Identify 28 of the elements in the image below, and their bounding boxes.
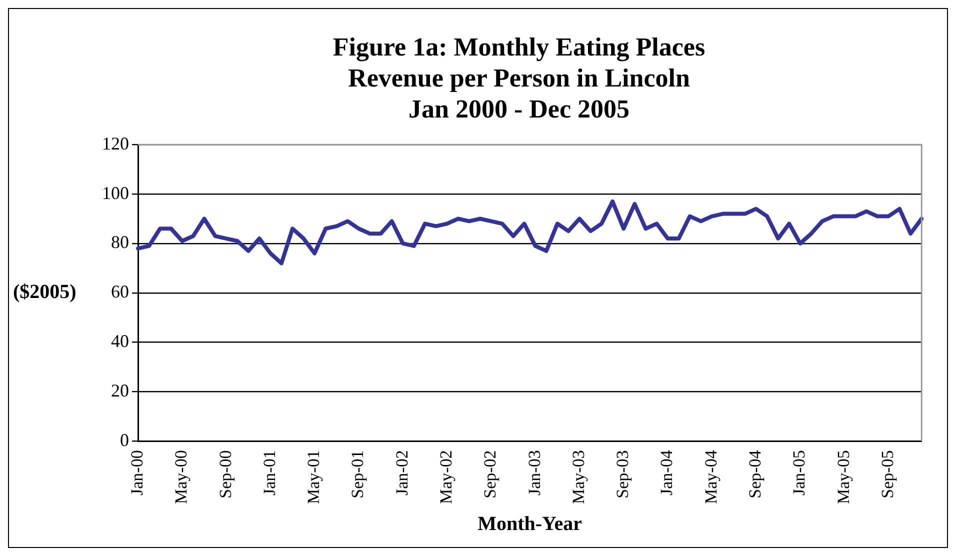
x-tick-label: Sep-01 bbox=[348, 450, 368, 498]
x-tick-label: Sep-05 bbox=[878, 450, 897, 498]
y-tick-label: 120 bbox=[102, 133, 129, 154]
y-tick-label: 80 bbox=[111, 232, 129, 252]
x-tick-label: Jan-02 bbox=[392, 450, 412, 496]
x-tick-label: May-03 bbox=[568, 450, 588, 504]
y-tick-label: 20 bbox=[111, 380, 129, 400]
y-tick-label: 40 bbox=[111, 331, 129, 352]
y-tick-label: 100 bbox=[102, 182, 129, 203]
x-tick-label: May-05 bbox=[834, 450, 853, 504]
x-axis-title: Month-Year bbox=[478, 513, 582, 536]
x-tick-label: Jan-00 bbox=[127, 450, 146, 496]
x-tick-label: Jan-01 bbox=[260, 450, 279, 496]
x-tick-label: Sep-00 bbox=[216, 450, 235, 498]
x-tick-label: Sep-03 bbox=[613, 450, 632, 498]
x-tick-label: Jan-03 bbox=[524, 450, 544, 496]
y-axis-title: ($2005) bbox=[13, 281, 76, 304]
x-tick-label: Sep-02 bbox=[480, 450, 500, 498]
x-tick-label: Jan-05 bbox=[790, 450, 809, 496]
x-tick-label: Sep-04 bbox=[746, 450, 765, 498]
x-tick-label: May-00 bbox=[172, 450, 191, 504]
x-tick-label: May-02 bbox=[436, 450, 456, 504]
x-tick-label: Jan-04 bbox=[657, 450, 676, 496]
x-tick-label: May-04 bbox=[701, 450, 720, 504]
y-tick-label: 0 bbox=[120, 430, 129, 450]
x-tick-label: May-01 bbox=[304, 450, 324, 504]
chart-title: Figure 1a: Monthly Eating Places Revenue per Person in Lincoln Jan 2000 - Dec 2005 bbox=[332, 32, 706, 124]
y-tick-label: 60 bbox=[111, 282, 129, 302]
